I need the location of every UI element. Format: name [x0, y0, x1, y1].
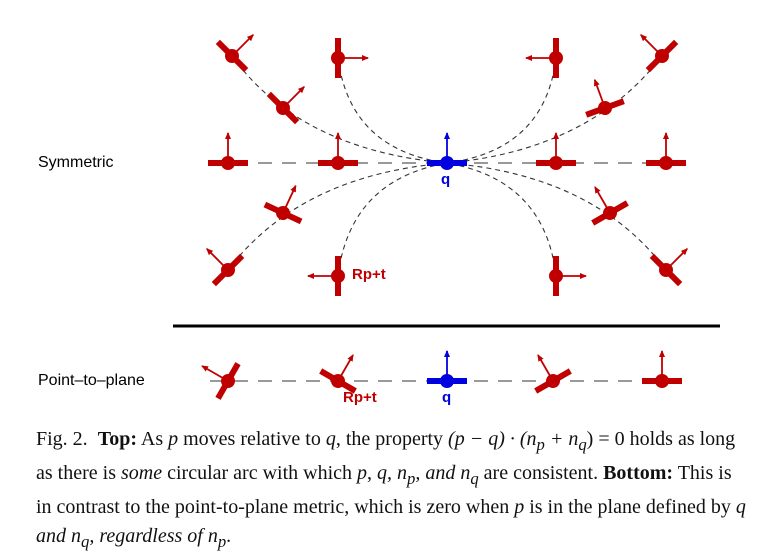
arc-lower-right-outer — [447, 163, 666, 270]
point-bl-inner-dot — [331, 269, 345, 283]
caption-formula: ) = 0 — [587, 428, 625, 450]
caption-bottom-bold: Bottom: — [603, 462, 673, 484]
diagram: Symmetric Point–to–plane — [0, 0, 782, 420]
point-br-inner-dot — [549, 269, 563, 283]
point-mr-outer — [646, 133, 686, 170]
caption-text: circular arc with which — [162, 462, 357, 484]
caption-var: p — [168, 428, 178, 450]
caption-text: As — [137, 428, 168, 450]
label-q-bottom: q — [442, 389, 451, 406]
point-br-inner — [549, 256, 586, 296]
point-ml-outer-dot — [221, 156, 235, 170]
point-tr-outer — [627, 21, 681, 75]
point-ml-inner-dot — [331, 156, 345, 170]
point-ptp-5 — [642, 351, 682, 388]
caption-text: , the property — [336, 428, 448, 450]
caption-text: and n — [36, 525, 81, 547]
caption-formula: + n — [545, 428, 579, 450]
caption-text: is in the plane defined by — [524, 496, 736, 518]
point-mr-inner-dot — [549, 156, 563, 170]
caption-sub: p — [537, 435, 545, 454]
point-br-mid — [578, 177, 631, 229]
point-ptp-4 — [521, 345, 574, 397]
caption-text: are consistent. — [479, 462, 603, 484]
caption-emphasis: some — [121, 462, 162, 484]
caption-var: p — [357, 462, 367, 484]
caption-formula: (p − q) · (n — [448, 428, 536, 450]
caption-var: q — [736, 496, 746, 518]
point-glyphs — [192, 21, 701, 402]
point-q-bottom-dot — [440, 374, 454, 388]
caption-fig: Fig. 2. — [36, 428, 88, 450]
point-tr-inner — [526, 38, 563, 78]
caption-text: , — [367, 462, 377, 484]
point-ml-outer — [208, 133, 248, 170]
point-mr-outer-dot — [659, 156, 673, 170]
point-bl-inner — [308, 256, 345, 296]
point-q-bottom — [427, 351, 467, 388]
point-tl-inner — [331, 38, 368, 78]
caption-var: q — [377, 462, 387, 484]
point-mr-inner — [536, 133, 576, 170]
caption-var: , n — [387, 462, 407, 484]
point-q-top-dot — [440, 156, 454, 170]
caption-var: q — [326, 428, 336, 450]
arc-upper-right-inner — [447, 58, 556, 163]
caption-sub: q — [578, 435, 586, 454]
diagram-svg: Rp+t q Rp+t q — [0, 0, 782, 420]
arc-lower-right-inner — [447, 163, 556, 276]
label-rp-t-top: Rp+t — [352, 266, 386, 283]
point-bl-mid-dot — [274, 204, 293, 223]
point-ml-inner — [318, 133, 358, 170]
point-bl-outer — [193, 235, 247, 289]
caption-text: . — [226, 525, 231, 547]
figure-caption: Fig. 2. Top: As p moves relative to q, t… — [36, 425, 752, 556]
caption-text: , and n — [415, 462, 470, 484]
point-ptp-1 — [192, 349, 244, 402]
caption-text: , regardless of n — [89, 525, 218, 547]
caption-sub: q — [470, 469, 478, 488]
caption-var: p — [514, 496, 524, 518]
point-tl-mid — [264, 73, 318, 127]
point-tr-mid-dot — [596, 99, 614, 117]
point-tr-mid — [576, 73, 626, 121]
caption-text: moves relative to — [178, 428, 326, 450]
caption-top-bold: Top: — [98, 428, 137, 450]
label-rp-t-bottom: Rp+t — [343, 389, 377, 406]
point-tr-inner-dot — [549, 51, 563, 65]
caption-sub: p — [218, 532, 226, 551]
point-tl-inner-dot — [331, 51, 345, 65]
point-q-top — [427, 133, 467, 170]
arc-upper-left-inner — [338, 58, 447, 163]
arc-lower-left-inner — [338, 163, 447, 276]
point-br-outer — [647, 235, 701, 289]
point-ptp-5-dot — [655, 374, 669, 388]
label-q-top: q — [441, 171, 450, 188]
point-tl-outer — [213, 21, 267, 75]
arc-lower-left-outer — [228, 163, 447, 270]
